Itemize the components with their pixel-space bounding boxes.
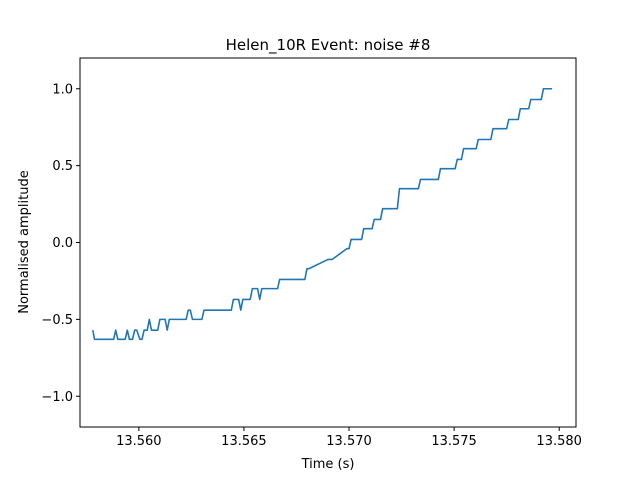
y-tick-label: 1.0 — [52, 82, 73, 97]
x-axis: 13.560 13.565 13.570 13.575 13.580 — [116, 427, 582, 449]
chart-title: Helen_10R Event: noise #8 — [226, 36, 431, 55]
x-tick-label: 13.565 — [221, 434, 267, 449]
x-tick-label: 13.560 — [116, 434, 162, 449]
series-layer — [92, 87, 553, 341]
y-axis: −1.0 −0.5 0.0 0.5 1.0 — [41, 82, 80, 405]
x-axis-label: Time (s) — [301, 457, 355, 472]
y-tick-label: 0.5 — [52, 159, 73, 174]
y-tick-label: −0.5 — [41, 313, 73, 328]
x-tick-label: 13.575 — [431, 434, 477, 449]
x-tick-label: 13.570 — [326, 434, 372, 449]
y-axis-label: Normalised amplitude — [17, 170, 32, 314]
series-line-0 — [92, 87, 553, 341]
y-tick-label: 0.0 — [52, 236, 73, 251]
x-tick-label: 13.580 — [536, 434, 582, 449]
plot-area — [80, 58, 576, 427]
y-tick-label: −1.0 — [41, 390, 73, 405]
